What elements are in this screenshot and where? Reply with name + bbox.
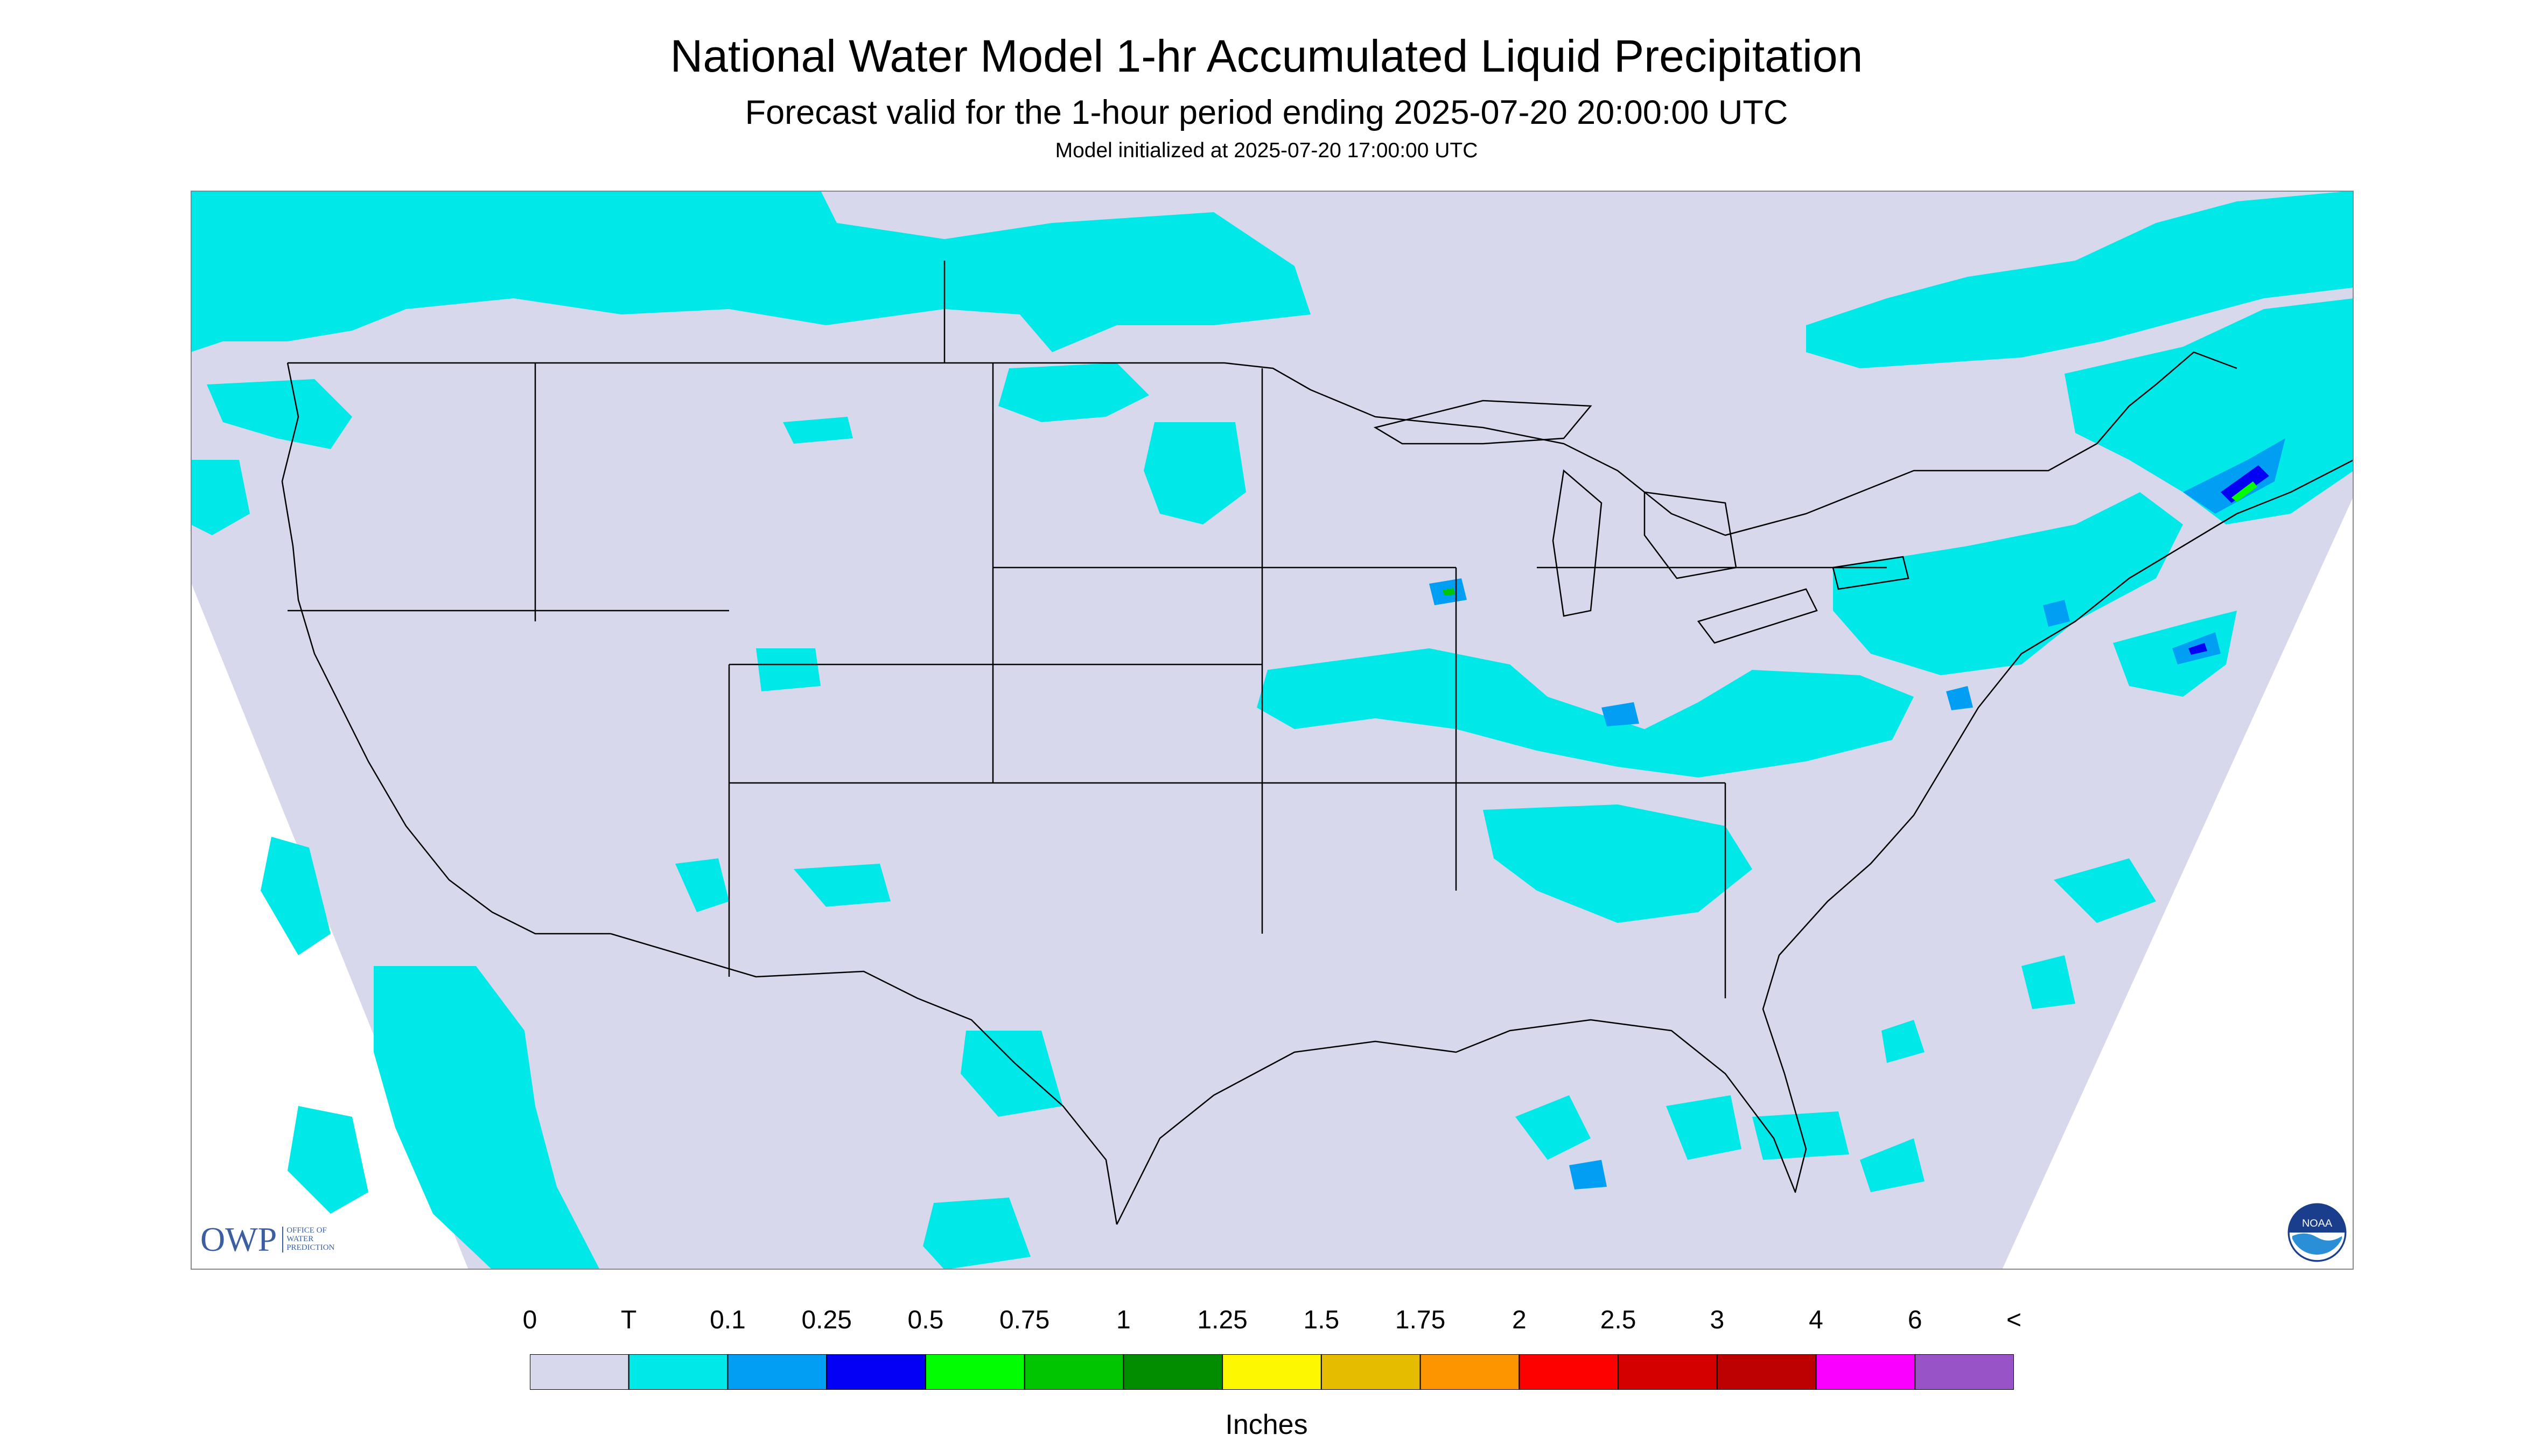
- precip-bahamas: [1881, 1020, 1925, 1063]
- legend-swatch: [1914, 1354, 2014, 1390]
- legend-swatch: [1024, 1354, 1124, 1390]
- precip-0.1-virginia: [1946, 686, 1973, 710]
- legend-tick-label: 2.5: [1600, 1306, 1636, 1334]
- legend-units: Inches: [1225, 1409, 1308, 1440]
- owp-logo-text: OWP: [200, 1220, 277, 1258]
- lake-superior: [1373, 400, 1592, 445]
- owp-logo-subtext: OFFICE OF WATER PREDICTION: [282, 1227, 334, 1252]
- legend-tick-label: 4: [1809, 1306, 1823, 1334]
- precip-canada-northwest: [191, 191, 1311, 352]
- gulf-east-coast: [1116, 459, 2354, 1225]
- legend-tick-label: T: [621, 1306, 637, 1334]
- legend-swatch: [1716, 1354, 1817, 1390]
- precip-florida-keys: [1752, 1111, 1849, 1160]
- precip-atlantic-far: [2021, 955, 2075, 1009]
- precip-0.5-maine: [2231, 481, 2257, 502]
- legend-swatch: [530, 1354, 629, 1390]
- legend-swatch: [925, 1354, 1025, 1390]
- noaa-logo-text: NOAA: [2302, 1217, 2333, 1229]
- us-canada-border: [288, 351, 2237, 536]
- legend-swatch: [628, 1354, 729, 1390]
- map-background: [191, 191, 2354, 1270]
- precip-0.5-iowa: [1443, 588, 1455, 596]
- lake-erie: [1697, 588, 1818, 644]
- precip-heavy-areas: [1429, 438, 2285, 1189]
- precip-gulf-cluster-2: [1666, 1095, 1741, 1160]
- legend-tick-label: 0.1: [710, 1306, 746, 1334]
- page-title: National Water Model 1-hr Accumulated Li…: [670, 31, 1863, 81]
- legend-tick-label: 6: [1907, 1306, 1922, 1334]
- lake-ontario: [1832, 556, 1909, 590]
- precip-0.1-gulf: [1569, 1160, 1607, 1189]
- precip-colorado: [756, 648, 821, 691]
- precipitation-map: [191, 191, 2354, 1270]
- legend-tick-label: 1.25: [1197, 1306, 1248, 1334]
- noaa-logo-icon: NOAA: [2287, 1203, 2347, 1262]
- map-frame: [191, 191, 2354, 1270]
- legend-tick-label: 0.25: [801, 1306, 852, 1334]
- legend-tick-label: 2: [1512, 1306, 1527, 1334]
- precip-mexico-south: [923, 1198, 1031, 1270]
- legend-swatch: [1519, 1354, 1619, 1390]
- legend-tick-label: <: [2006, 1306, 2022, 1334]
- legend-swatch: [1320, 1354, 1421, 1390]
- model-init-label: Model initialized at 2025-07-20 17:00:00…: [1055, 139, 1478, 162]
- precip-0.1-maine: [2183, 438, 2285, 514]
- precip-baja: [261, 837, 331, 955]
- precip-cuba: [1860, 1138, 1925, 1192]
- west-coast: [281, 362, 611, 935]
- precip-midwest-band: [1257, 648, 1914, 778]
- precip-north-dakota-west: [998, 363, 1149, 422]
- precip-new-england: [2065, 298, 2354, 524]
- legend-tick-label: 1.75: [1395, 1306, 1446, 1334]
- precip-0.25-maine: [2221, 465, 2269, 503]
- color-legend: [530, 1354, 2014, 1390]
- legend-swatch: [826, 1354, 926, 1390]
- legend-tick-label: 0: [522, 1306, 537, 1334]
- legend-tick-label: 3: [1710, 1306, 1725, 1334]
- precip-great-lakes-east: [1833, 492, 2183, 675]
- precip-atlantic-east: [2054, 858, 2156, 923]
- precip-0.25-nova-scotia: [2188, 643, 2207, 655]
- great-lakes: [1373, 400, 1909, 644]
- legend-swatch: [1618, 1354, 1718, 1390]
- legend-tick-label: 1: [1116, 1306, 1131, 1334]
- precip-mexico-sw: [288, 1106, 368, 1214]
- map-outside-right: [2002, 496, 2354, 1270]
- precip-north-dakota: [1144, 422, 1246, 524]
- precip-mexico-central: [961, 1031, 1063, 1117]
- legend-swatch: [727, 1354, 828, 1390]
- legend-swatch: [1222, 1354, 1322, 1390]
- precip-washington-coast: [191, 460, 250, 535]
- legend-tick-label: 0.5: [907, 1306, 944, 1334]
- legend-swatch: [1815, 1354, 1916, 1390]
- precip-gulf-cluster: [1515, 1095, 1591, 1160]
- precip-mexico-west: [374, 966, 600, 1270]
- precip-southeast: [1483, 804, 1752, 923]
- precip-sw-desert: [675, 858, 729, 912]
- precip-0.1-great-lakes: [2043, 600, 2070, 627]
- legend-swatch: [1123, 1354, 1223, 1390]
- map-boundaries: [281, 261, 2354, 1225]
- lake-huron: [1643, 491, 1737, 579]
- precip-pacific-nw: [207, 379, 352, 449]
- us-mexico-border: [610, 933, 1118, 1225]
- legend-tick-label: 1.5: [1303, 1306, 1340, 1334]
- precip-canada-east: [1806, 191, 2354, 368]
- page-subtitle: Forecast valid for the 1-hour period end…: [745, 94, 1788, 131]
- precip-trace-areas: [191, 191, 2354, 1270]
- owp-logo: OWP OFFICE OF WATER PREDICTION: [200, 1222, 334, 1257]
- legend-swatch: [1419, 1354, 1520, 1390]
- lake-michigan: [1552, 469, 1603, 617]
- precip-0.1-ohio: [1601, 702, 1639, 726]
- precip-montana: [783, 417, 853, 444]
- precip-new-mexico: [794, 864, 891, 907]
- legend-tick-label: 0.75: [999, 1306, 1050, 1334]
